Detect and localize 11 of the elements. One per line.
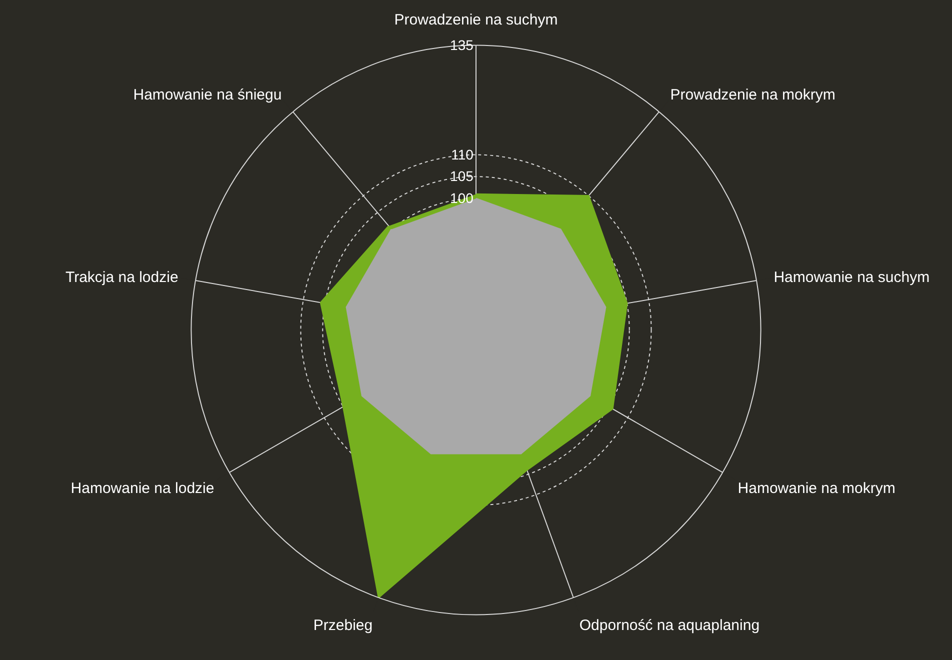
spoke-label: Hamowanie na śniegu: [133, 86, 282, 104]
spoke-label: Odporność na aquaplaning: [579, 616, 760, 634]
spoke-label: Przebieg: [313, 616, 373, 634]
spoke-label: Hamowanie na suchym: [774, 269, 930, 286]
spoke-label: Prowadzenie na suchym: [394, 12, 558, 29]
spoke-label: Hamowanie na mokrym: [738, 480, 896, 498]
y-tick-label: 105: [450, 168, 474, 184]
spoke-label: Prowadzenie na mokrym: [670, 86, 836, 104]
spoke-label: Hamowanie na lodzie: [70, 480, 214, 498]
spoke-label: Trakcja na lodzie: [65, 269, 178, 286]
y-tick-label: 110: [451, 146, 474, 162]
